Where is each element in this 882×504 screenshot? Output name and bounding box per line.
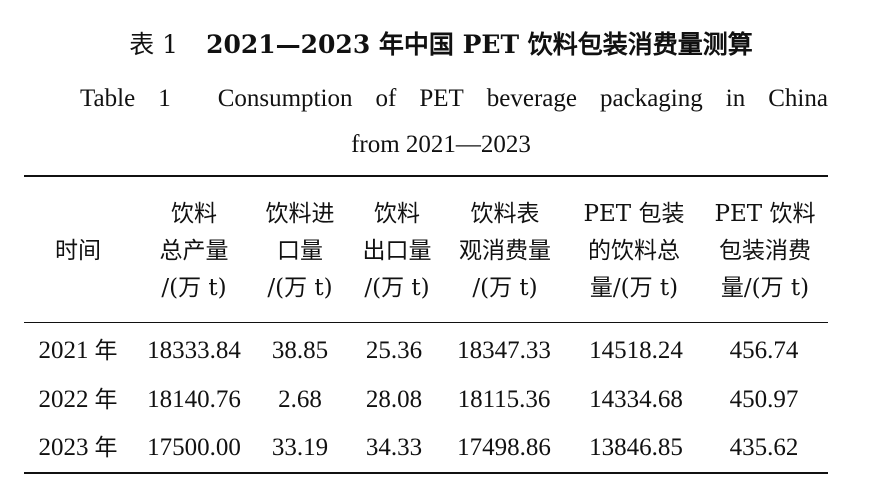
table-cell: 14518.24 (589, 337, 683, 364)
table-cell: 18333.84 (147, 337, 241, 364)
table-cell: 14334.68 (589, 386, 683, 413)
table-cell: 33.19 (271, 434, 329, 461)
header-import: 饮料进 口量 /(万 t) (265, 201, 335, 301)
table-header-rule (24, 322, 828, 323)
table-cell: 18140.76 (147, 386, 241, 413)
table-cell: 2.68 (278, 386, 322, 413)
caption-word: beverage (486, 85, 577, 112)
caption-word: 1 (158, 85, 171, 112)
table-cell: 25.36 (365, 337, 423, 364)
table-cell: 456.74 (729, 337, 799, 364)
table-cell: 34.33 (365, 434, 423, 461)
table-cell: 17500.00 (147, 434, 241, 461)
table-title-cn: 2021—2023 年中国 PET 饮料包装消费量测算 (206, 30, 753, 59)
row-year-cell: 2022 年 (38, 386, 118, 413)
caption-word: PET (419, 85, 464, 112)
table-cell: 450.97 (729, 386, 799, 413)
header-pet-packaging-consumption: PET 饮料 包装消费 量/(万 t) (714, 201, 816, 301)
header-total-production: 饮料 总产量 /(万 t) (159, 201, 229, 301)
caption-word: China (768, 85, 828, 112)
header-time: 时间 (55, 238, 101, 264)
row-year-cell: 2021 年 (38, 337, 118, 364)
table-number-cn: 表 1 (129, 30, 179, 59)
table-cell: 435.62 (729, 434, 799, 461)
caption-word: in (725, 85, 746, 112)
caption-word: Table (80, 85, 136, 112)
header-pet-packaged-total: PET 包装 的饮料总 量/(万 t) (583, 201, 685, 301)
table-cell: 13846.85 (589, 434, 683, 461)
table-caption-en-line2: from 2021—2023 (351, 131, 531, 158)
header-export: 饮料 出口量 /(万 t) (362, 201, 432, 301)
caption-word: of (375, 85, 397, 112)
table-top-rule (24, 175, 828, 177)
header-apparent-consumption: 饮料表 观消费量 /(万 t) (459, 201, 551, 301)
row-year-cell: 2023 年 (38, 434, 118, 461)
table-cell: 18347.33 (457, 337, 551, 364)
table-caption-cn: 表 1 2021—2023 年中国 PET 饮料包装消费量测算 (0, 28, 882, 62)
table-bottom-rule (24, 472, 828, 474)
table-cell: 38.85 (271, 337, 329, 364)
table-cell: 17498.86 (457, 434, 551, 461)
table-caption-en-line1: Table 1 Consumption of PET beverage pack… (80, 82, 828, 116)
caption-word: Consumption (217, 85, 353, 112)
table-cell: 28.08 (365, 386, 423, 413)
table-cell: 18115.36 (457, 386, 551, 413)
caption-word: packaging (600, 85, 703, 112)
